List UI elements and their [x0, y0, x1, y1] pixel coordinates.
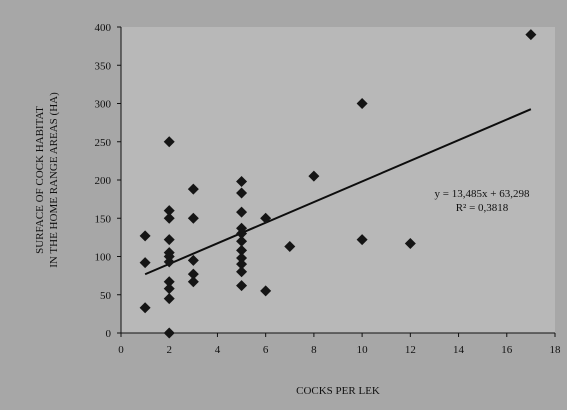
data-point-diamond [163, 276, 175, 288]
x-tick-label: 6 [263, 344, 269, 356]
data-point-diamond [236, 258, 248, 270]
x-tick-label: 10 [357, 344, 369, 356]
data-point-diamond [236, 280, 248, 292]
data-point-diamond [163, 256, 175, 268]
data-point-diamond [356, 234, 368, 246]
data-point-diamond [187, 268, 199, 280]
plot-area-background [121, 27, 555, 333]
x-tick-label: 2 [166, 344, 172, 356]
data-point-diamond [187, 212, 199, 224]
data-point-diamond [163, 136, 175, 148]
y-tick-label: 400 [95, 22, 112, 34]
data-point-diamond [187, 183, 199, 195]
trendline-r-squared: R² = 0,3818 [456, 202, 509, 214]
x-tick-label: 4 [215, 344, 221, 356]
y-tick-label: 250 [95, 137, 112, 149]
y-tick-label: 350 [95, 60, 112, 72]
y-axis-title-line2: IN THE HOME RANGE AREAS (HA) [48, 92, 60, 268]
x-tick-label: 16 [501, 344, 513, 356]
data-point-diamond [260, 212, 272, 224]
data-point-diamond [163, 293, 175, 305]
data-point-diamond [163, 234, 175, 246]
y-tick-label: 300 [95, 99, 112, 111]
data-points [139, 29, 537, 339]
trendline-group [144, 108, 532, 276]
data-point-diamond [308, 170, 320, 182]
y-tick-label: 150 [95, 213, 112, 225]
data-point-diamond [139, 302, 151, 314]
data-point-diamond [139, 230, 151, 242]
y-tick-label: 200 [95, 175, 112, 187]
data-point-diamond [163, 212, 175, 224]
x-tick-label: 0 [118, 344, 124, 356]
data-point-diamond [236, 235, 248, 247]
x-tick-label: 12 [405, 344, 416, 356]
data-point-diamond [404, 237, 416, 249]
y-tick-label: 50 [100, 290, 112, 302]
x-tick-label: 8 [311, 344, 317, 356]
data-point-diamond [163, 283, 175, 295]
data-point-diamond [525, 29, 537, 41]
data-point-diamond [236, 244, 248, 256]
trendline-equation: y = 13,485x + 63,298 [435, 188, 530, 200]
x-axis-title: COCKS PER LEK [296, 385, 380, 397]
x-tick-label: 18 [550, 344, 562, 356]
data-point-diamond [236, 228, 248, 240]
data-point-diamond [187, 254, 199, 266]
y-tick-label: 0 [106, 328, 112, 340]
axes: 0 2 4 6 8 10 12 14 16 18 0 50 100 150 200 250 300 350 400 [95, 22, 562, 356]
data-point-diamond [356, 98, 368, 109]
data-point-diamond [236, 176, 248, 188]
data-point-diamond [260, 285, 272, 297]
y-tick-label: 100 [95, 252, 112, 264]
data-point-diamond [163, 205, 175, 217]
x-tick-label: 14 [453, 344, 465, 356]
data-point-diamond [163, 327, 175, 339]
data-point-diamond [139, 257, 151, 269]
data-point-diamond [236, 206, 248, 218]
data-point-diamond [236, 187, 248, 199]
data-point-diamond [236, 252, 248, 264]
data-point-diamond [187, 276, 199, 288]
data-point-diamond [236, 266, 248, 278]
y-axis-title-line1: SURFACE OF COCK HABITAT [34, 106, 46, 254]
trendline [144, 108, 532, 276]
data-point-diamond [284, 241, 296, 253]
